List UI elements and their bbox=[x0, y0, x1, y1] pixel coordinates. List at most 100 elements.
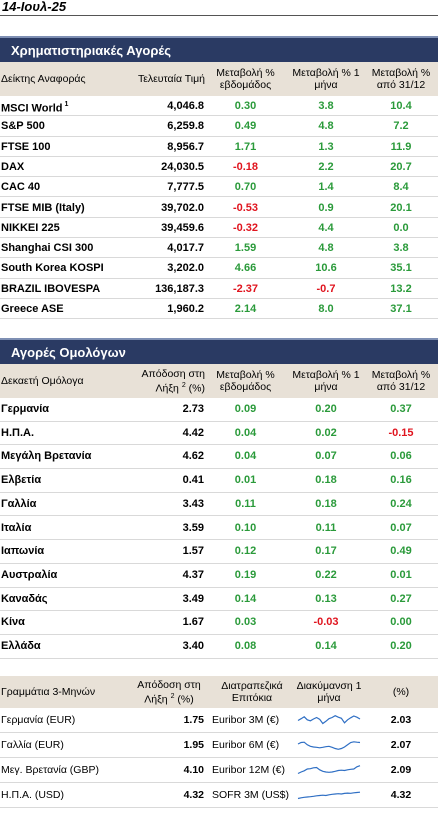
sparkline-chart bbox=[297, 741, 361, 750]
money-row-rate-name: Euribor 3M (€) bbox=[212, 714, 280, 726]
bond-row-month: 0.18 bbox=[315, 474, 337, 487]
bond-row-name: Ιταλία bbox=[1, 521, 32, 534]
bond-row-name: Καναδάς bbox=[1, 592, 48, 605]
bond-row: Καναδάς 3.49 0.14 0.13 0.27 bbox=[0, 588, 438, 612]
bond-row-name: Ελβετία bbox=[1, 474, 42, 487]
bond-row-name: Γαλλία bbox=[1, 497, 37, 510]
sparkline-chart bbox=[297, 765, 361, 775]
date-divider bbox=[0, 15, 438, 16]
money-row-rate-name: SOFR 3M (US$) bbox=[212, 789, 290, 801]
equity-row-name-text: DAX bbox=[1, 160, 25, 173]
equity-row-value: 7,777.5 bbox=[167, 181, 204, 194]
equity-row-month: 3.8 bbox=[318, 100, 334, 112]
equity-header-last-price: Τελευταία Τιμή bbox=[137, 73, 205, 85]
money-header-yield-footnote: 2 bbox=[170, 692, 175, 700]
bond-row-name: Ελλάδα bbox=[1, 640, 41, 652]
bond-row-ytd: 0.24 bbox=[390, 497, 412, 510]
money-header-pct: (%) bbox=[392, 686, 410, 698]
equity-row-name: FTSE MIB (Italy) bbox=[1, 198, 85, 218]
bond-row: Η.Π.Α. 4.42 0.04 0.02 -0.15 bbox=[0, 422, 438, 446]
equity-header-index: Δείκτης Αναφοράς bbox=[1, 73, 86, 85]
money-row-yield: 1.95 bbox=[183, 739, 204, 751]
equity-row: MSCI World 1 4,046.8 0.30 3.8 10.4 bbox=[0, 96, 438, 117]
equity-row-value: 1,960.2 bbox=[167, 303, 204, 315]
equity-row-ytd: 10.4 bbox=[390, 100, 412, 112]
equity-row-value: 39,459.6 bbox=[161, 221, 204, 234]
bond-row: Αυστραλία 4.37 0.19 0.22 0.01 bbox=[0, 564, 438, 588]
bond-row-month: 0.18 bbox=[315, 497, 337, 510]
bond-row-month: 0.20 bbox=[315, 403, 337, 415]
bond-row-month: 0.13 bbox=[315, 592, 337, 605]
bond-row-week: 0.19 bbox=[234, 568, 257, 581]
bond-row-month: 0.11 bbox=[315, 521, 337, 534]
money-row: Γερμανία (EUR) 1.75 Euribor 3M (€) 2.03 bbox=[0, 708, 438, 733]
bond-row-ytd: 0.00 bbox=[390, 616, 412, 629]
bond-row-ytd: 0.16 bbox=[390, 474, 412, 487]
bond-row-month: 0.07 bbox=[315, 450, 337, 463]
equity-row-ytd: 7.2 bbox=[393, 120, 409, 133]
equity-row-name-text: CAC 40 bbox=[1, 181, 41, 194]
money-row: Γαλλία (EUR) 1.95 Euribor 6M (€) 2.07 bbox=[0, 733, 438, 758]
bond-row-name: Ιαπωνία bbox=[1, 545, 45, 558]
sparkline-chart bbox=[297, 791, 361, 800]
bond-row-week: 0.08 bbox=[234, 640, 257, 652]
bond-row-week: 0.01 bbox=[234, 474, 257, 487]
bond-row-name: Αυστραλία bbox=[1, 568, 58, 581]
bond-row-name: Η.Π.Α. bbox=[1, 426, 34, 439]
equity-row-month: 10.6 bbox=[315, 262, 337, 275]
money-row: Η.Π.Α. (USD) 4.32 SOFR 3M (US$) 4.32 bbox=[0, 783, 438, 808]
equity-row-week: -2.37 bbox=[232, 282, 259, 295]
bond-row-week: 0.12 bbox=[234, 545, 257, 558]
equity-row-name-text: MSCI World bbox=[1, 102, 63, 115]
equity-row-month: 0.9 bbox=[318, 201, 334, 214]
equity-row-name: FTSE 100 bbox=[1, 137, 51, 157]
equity-header-week-change: Μεταβολή % εβδομάδος bbox=[216, 67, 275, 91]
equity-row-ytd: 3.8 bbox=[393, 242, 409, 255]
bond-row-week: 0.03 bbox=[234, 616, 257, 629]
equity-section-title: Χρηματιστηριακές Αγορές bbox=[0, 36, 438, 62]
equity-row-week: 0.49 bbox=[234, 120, 257, 133]
bond-row-month: -0.03 bbox=[313, 616, 339, 629]
equity-row-week: -0.18 bbox=[232, 160, 259, 173]
money-row-rate-name: Euribor 6M (€) bbox=[212, 739, 280, 751]
equity-row-name: South Korea KOSPI bbox=[1, 258, 104, 278]
money-header-yield-unit: (%) bbox=[177, 693, 194, 706]
equity-row-value: 4,017.7 bbox=[167, 242, 204, 255]
bond-row-yield: 1.57 bbox=[182, 545, 204, 558]
bonds-table-header: Δεκαετή Ομόλογα Απόδοση στη Λήξη 2 (%) Μ… bbox=[0, 364, 438, 398]
equity-row-ytd: 11.9 bbox=[390, 140, 412, 153]
equity-row-week: -0.32 bbox=[232, 221, 259, 234]
money-header-interbank: Διατραπεζικά Επιτόκια bbox=[221, 680, 283, 704]
equity-row-name-text: South Korea KOSPI bbox=[1, 262, 104, 275]
bond-row-yield: 3.40 bbox=[182, 640, 204, 652]
equity-row-footnote: 1 bbox=[64, 101, 69, 108]
equity-row-name-text: BRAZIL IBOVESPA bbox=[1, 282, 101, 295]
equity-row-week: -0.53 bbox=[232, 201, 259, 214]
equity-row-value: 4,046.8 bbox=[167, 100, 204, 112]
money-row-sparkline bbox=[296, 711, 362, 730]
bond-row-week: 0.04 bbox=[234, 450, 257, 463]
sparkline-line bbox=[297, 741, 361, 750]
money-table-header: Γραμμάτια 3-Μηνών Απόδοση στη Λήξη 2 (%)… bbox=[0, 676, 438, 708]
bond-row: Γερμανία 2.73 0.09 0.20 0.37 bbox=[0, 398, 438, 422]
equity-row: FTSE MIB (Italy) 39,702.0 -0.53 0.9 20.1 bbox=[0, 198, 438, 218]
equity-row-name-text: Shanghai CSI 300 bbox=[1, 242, 94, 255]
bond-row-yield: 4.37 bbox=[182, 568, 204, 581]
bonds-header-yield: Απόδοση στη Λήξη 2 (%) bbox=[104, 364, 205, 398]
bond-row-ytd: 0.27 bbox=[390, 592, 412, 605]
money-header-yield: Απόδοση στη Λήξη 2 (%) bbox=[130, 676, 208, 708]
equity-row-ytd: 13.2 bbox=[390, 282, 412, 295]
bond-row-week: 0.11 bbox=[235, 497, 256, 510]
bonds-header-bond: Δεκαετή Ομόλογα bbox=[1, 375, 84, 387]
bond-row: Κίνα 1.67 0.03 -0.03 0.00 bbox=[0, 611, 438, 635]
equity-row: South Korea KOSPI 3,202.0 4.66 10.6 35.1 bbox=[0, 258, 438, 279]
equity-row-name-text: FTSE MIB (Italy) bbox=[1, 201, 85, 214]
money-row-sparkline bbox=[296, 736, 362, 755]
equity-row-value: 136,187.3 bbox=[155, 282, 204, 295]
equity-row-month: 8.0 bbox=[318, 303, 334, 315]
equity-table-header: Δείκτης Αναφοράς Τελευταία Τιμή Μεταβολή… bbox=[0, 62, 438, 96]
bond-row-month: 0.02 bbox=[315, 426, 337, 439]
money-row-name: Γερμανία (EUR) bbox=[1, 714, 76, 726]
report-date: 14-Ιουλ-25 bbox=[2, 0, 67, 14]
equity-row-name: DAX bbox=[1, 157, 24, 177]
